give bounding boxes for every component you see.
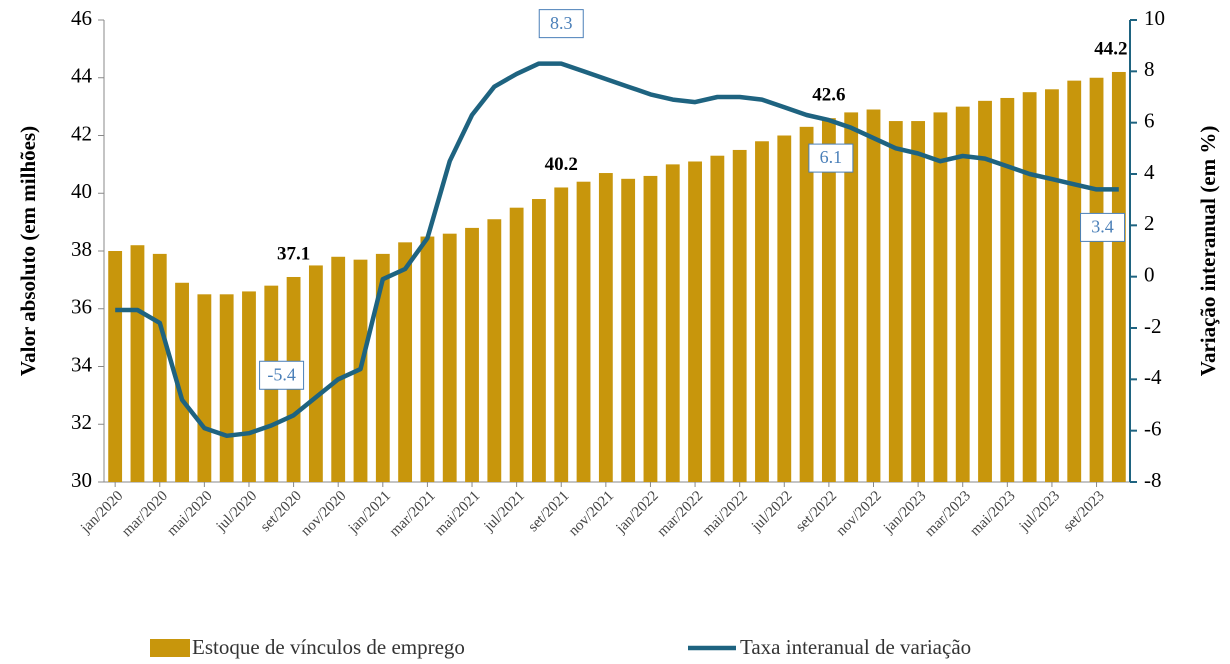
x-tick-label: nov/2022 — [833, 488, 884, 539]
line-label-box — [1080, 212, 1126, 242]
bar — [665, 164, 680, 482]
y2-axis-title: Variação interanual (em %) — [1196, 126, 1220, 377]
bar — [755, 141, 769, 482]
bar — [777, 135, 792, 482]
bar — [308, 265, 323, 482]
x-tick-label: mar/2022 — [654, 488, 706, 540]
y2-tick-label: 6 — [1144, 108, 1155, 132]
bar — [1067, 80, 1082, 482]
bar — [442, 233, 457, 482]
y-tick-label: 30 — [71, 468, 92, 492]
bar — [465, 227, 479, 482]
x-tick-label: mar/2023 — [922, 488, 974, 540]
bar — [1111, 71, 1126, 482]
x-tick-label: jul/2022 — [748, 488, 795, 535]
bar — [799, 126, 814, 483]
y-tick-label: 40 — [71, 179, 92, 203]
bar — [933, 112, 948, 483]
bar — [688, 161, 702, 483]
bar — [821, 118, 836, 483]
bar — [487, 219, 502, 483]
bar — [375, 253, 390, 482]
y-tick-label: 46 — [71, 6, 92, 30]
y-tick-label: 38 — [71, 237, 92, 261]
bar — [152, 253, 167, 482]
bar — [532, 199, 546, 482]
x-tick-label: nov/2020 — [298, 488, 349, 539]
y2-tick-label: -6 — [1144, 416, 1162, 440]
y-tick-label: 36 — [71, 295, 92, 319]
x-tick-label: jul/2021 — [481, 488, 528, 535]
y2-tick-label: 8 — [1144, 57, 1155, 81]
bar — [219, 294, 234, 482]
x-tick-label: jul/2023 — [1016, 488, 1063, 535]
y2-tick-label: 4 — [1144, 160, 1155, 184]
bar — [197, 294, 212, 482]
bar — [509, 207, 524, 482]
bar — [1000, 97, 1015, 483]
y2-tick-label: -8 — [1144, 468, 1162, 492]
y2-tick-label: -4 — [1144, 365, 1162, 389]
y-tick-label: 32 — [71, 410, 92, 434]
bar — [576, 181, 591, 482]
bar — [866, 109, 881, 482]
bar — [1089, 77, 1104, 482]
line — [115, 61, 1119, 439]
line-data-label: -5.4 — [267, 364, 296, 384]
bar — [554, 187, 569, 482]
bar — [598, 173, 613, 482]
bar — [331, 256, 346, 482]
bar — [911, 121, 926, 482]
bar — [844, 112, 859, 483]
bar-data-label: 44.2 — [1094, 38, 1127, 59]
y2-tick-label: 0 — [1144, 262, 1155, 286]
bar — [108, 251, 123, 482]
x-tick-label: mai/2020 — [164, 488, 215, 539]
y-tick-label: 42 — [71, 121, 92, 145]
x-tick-label: jul/2020 — [213, 488, 260, 535]
line-label-box — [259, 360, 305, 390]
line-data-label: 8.3 — [550, 13, 573, 33]
bar — [420, 236, 435, 482]
bar — [175, 282, 189, 482]
line-label-box — [808, 143, 854, 173]
bar — [242, 291, 256, 482]
bar — [978, 100, 992, 482]
y2-tick-label: 2 — [1144, 211, 1155, 235]
x-tick-label: nov/2021 — [566, 488, 617, 539]
x-tick-label: mar/2021 — [387, 488, 439, 540]
bar — [1022, 92, 1037, 482]
bar — [710, 155, 725, 482]
bar — [643, 175, 658, 483]
legend-label: Estoque de vínculos de emprego — [192, 635, 465, 659]
legend-swatch — [150, 639, 190, 657]
legend-label: Taxa interanual de variação — [740, 635, 971, 659]
y-tick-label: 44 — [71, 64, 93, 88]
line-data-label: 6.1 — [820, 147, 843, 167]
y-tick-label: 34 — [71, 352, 93, 376]
x-tick-label: mai/2023 — [967, 488, 1018, 539]
y2-tick-label: -2 — [1144, 314, 1162, 338]
bar — [955, 106, 970, 482]
line-data-label: 3.4 — [1091, 217, 1114, 237]
bar — [732, 149, 747, 482]
bar-data-label: 40.2 — [545, 154, 578, 175]
line-label-box — [538, 9, 584, 39]
x-tick-label: mai/2021 — [432, 488, 483, 539]
bar-data-label: 42.6 — [812, 85, 845, 106]
bar — [130, 245, 145, 482]
y2-tick-label: 10 — [1144, 6, 1165, 30]
x-tick-label: set/2023 — [1061, 488, 1108, 535]
x-tick-label: mar/2020 — [119, 488, 171, 540]
y-axis-title: Valor absoluto (em milhões) — [16, 126, 40, 376]
x-tick-label: mai/2022 — [700, 488, 751, 539]
bar — [621, 178, 636, 482]
bar — [888, 121, 903, 482]
bar-data-label: 37.1 — [277, 243, 310, 264]
bar — [1045, 89, 1059, 483]
bar — [398, 242, 413, 482]
